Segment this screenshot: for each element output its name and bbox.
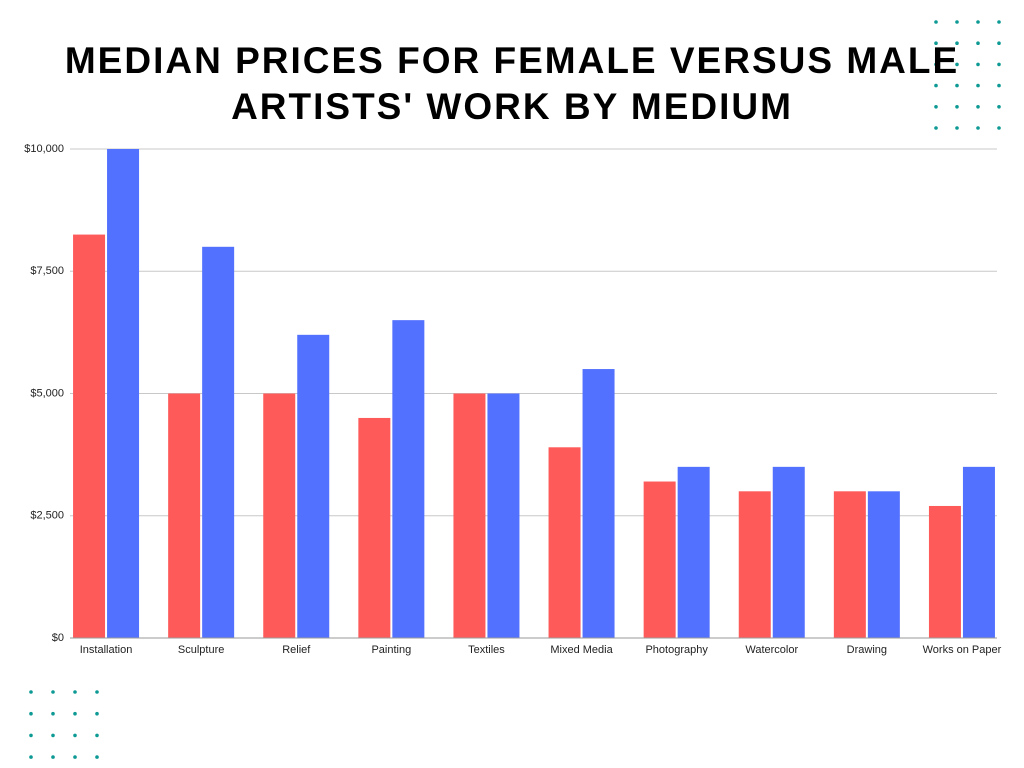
decor-dot — [976, 20, 980, 24]
x-tick-label: Textiles — [468, 644, 505, 656]
bar — [867, 491, 900, 638]
decor-dot — [51, 733, 55, 738]
decor-dot — [976, 83, 980, 88]
decor-dot — [95, 733, 99, 738]
y-tick-label: $0 — [52, 632, 64, 644]
bar — [962, 466, 995, 638]
decor-dot — [51, 755, 55, 759]
decor-dot — [29, 711, 33, 716]
decor-dot — [997, 62, 1001, 67]
decor-dot — [934, 105, 938, 109]
x-tick-label: Installation — [80, 644, 133, 656]
bar — [202, 246, 235, 639]
decor-dot — [95, 690, 99, 694]
decor-dot — [976, 126, 980, 130]
decor-dot — [73, 733, 77, 738]
x-tick-label: Works on Paper — [923, 644, 1002, 656]
decor-dot — [997, 41, 1001, 45]
x-tick-label: Sculpture — [178, 644, 224, 656]
decor-dot — [955, 126, 959, 130]
decor-dot — [997, 20, 1001, 24]
decor-dot — [955, 41, 959, 45]
bar — [73, 234, 106, 638]
bar — [358, 417, 391, 638]
decor-dot — [73, 755, 77, 759]
bar — [487, 393, 520, 638]
y-tick-label: $5,000 — [30, 387, 64, 399]
x-tick-label: Painting — [371, 644, 411, 656]
decor-dot — [955, 20, 959, 24]
x-tick-label: Watercolor — [745, 644, 798, 656]
bar — [582, 369, 615, 638]
decor-dot — [955, 83, 959, 88]
decor-dot — [976, 62, 980, 67]
decor-dot — [95, 755, 99, 759]
bar — [643, 481, 676, 638]
x-tick-label: Drawing — [847, 644, 887, 656]
decor-dot — [955, 62, 959, 67]
decor-dot — [934, 126, 938, 130]
chart-title: MEDIAN PRICES FOR FEMALE VERSUS MALE ART… — [64, 40, 960, 127]
decor-dot — [934, 41, 938, 45]
bar — [392, 320, 425, 638]
decor-dot — [51, 711, 55, 716]
decor-dot — [976, 41, 980, 45]
decor-dot — [997, 126, 1001, 130]
decor-dot — [73, 690, 77, 694]
bar — [738, 491, 771, 638]
decor-dot — [934, 62, 938, 67]
decor-dot — [73, 711, 77, 716]
bar — [263, 393, 296, 638]
bar — [168, 393, 201, 638]
bar — [297, 334, 330, 638]
bar — [928, 505, 961, 638]
bar — [833, 491, 866, 638]
decor-dot — [29, 690, 33, 694]
decor-dot — [51, 690, 55, 694]
bar — [677, 466, 710, 638]
x-tick-label: Photography — [645, 644, 708, 656]
decor-dot — [934, 83, 938, 88]
bar — [772, 466, 805, 638]
x-tick-label: Mixed Media — [550, 644, 613, 656]
decor-dot — [95, 711, 99, 716]
decor-dot — [997, 105, 1001, 109]
decor-dot — [997, 83, 1001, 88]
decor-dot — [934, 20, 938, 24]
decor-dot — [29, 733, 33, 738]
bar — [453, 393, 486, 638]
bar — [548, 447, 581, 638]
y-tick-label: $10,000 — [24, 143, 64, 155]
decor-dot — [976, 105, 980, 109]
y-tick-label: $7,500 — [30, 265, 64, 277]
x-tick-label: Relief — [282, 644, 311, 656]
bar — [107, 149, 140, 638]
decor-dot — [955, 105, 959, 109]
decor-dot — [29, 755, 33, 759]
y-tick-label: $2,500 — [30, 510, 64, 522]
